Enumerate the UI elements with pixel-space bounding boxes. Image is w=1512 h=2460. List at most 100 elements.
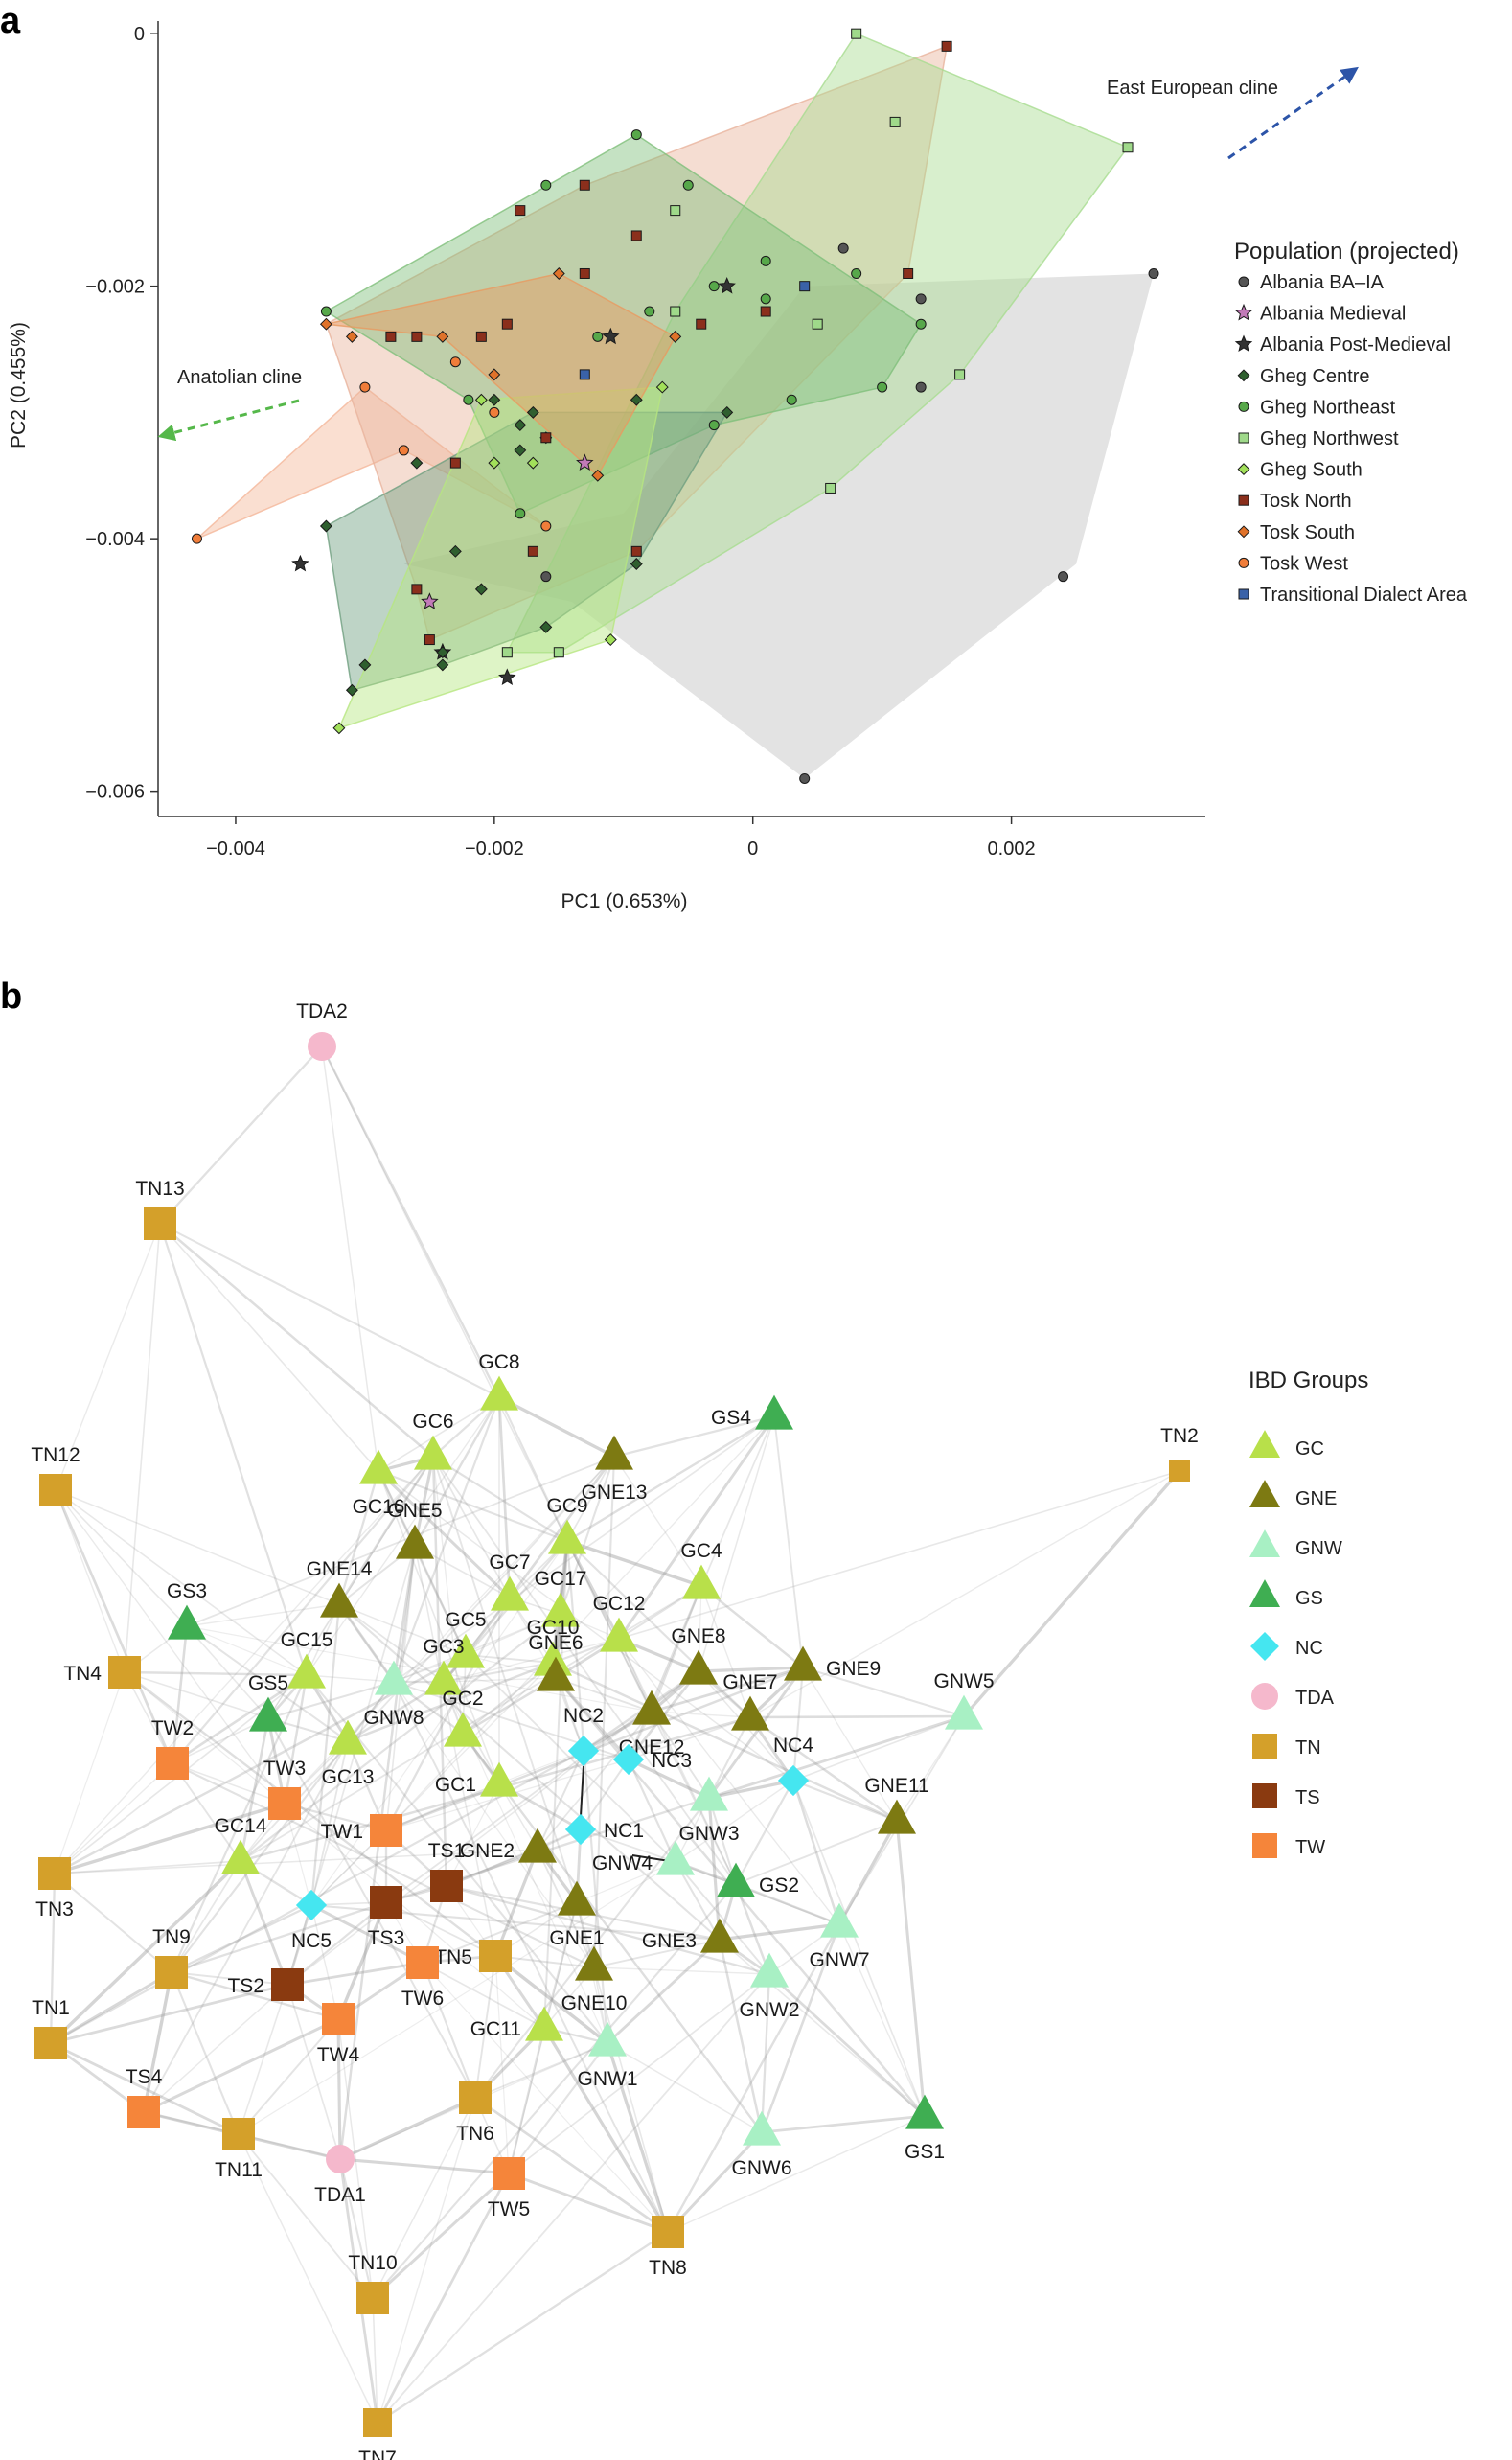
node-marker — [679, 1649, 718, 1685]
y-axis-label: PC2 (0.455%) — [8, 322, 30, 448]
network-edge — [143, 1984, 288, 2113]
x-axis-label: PC1 (0.653%) — [561, 890, 688, 912]
node-label: GC10 — [527, 1617, 580, 1639]
node-label: GC9 — [546, 1495, 587, 1517]
data-point — [837, 242, 849, 254]
node-marker — [784, 1645, 822, 1681]
network-edge — [618, 1638, 840, 1925]
series-gheg-northwest — [501, 28, 1134, 658]
network-edge — [792, 1779, 898, 1823]
data-point — [903, 267, 914, 279]
legend-marker-gheg-northwest — [1238, 432, 1249, 444]
hull-gheg-centre — [325, 411, 729, 692]
network-edge — [172, 1456, 434, 1764]
network-edge — [393, 1681, 669, 2233]
ibd-legend-item-tw: TW — [1295, 1837, 1325, 1858]
network-edge — [54, 1873, 172, 1973]
node-marker — [945, 1694, 983, 1730]
network-edge — [474, 2096, 669, 2234]
network-edge — [371, 2172, 511, 2300]
node-gc3: GC3 — [423, 1636, 465, 1695]
network-edge — [593, 1939, 721, 1968]
data-point — [411, 584, 423, 595]
network-edge — [310, 1904, 339, 2020]
node-gne9: GNE9 — [784, 1645, 881, 1681]
node-ts2: TS2 — [227, 1968, 304, 2001]
network-edge — [377, 2097, 476, 2424]
ibd-legend-marker-tn — [1252, 1734, 1277, 1759]
node-label: GC12 — [593, 1593, 646, 1615]
node-label: TN2 — [1160, 1425, 1199, 1447]
data-point — [718, 277, 736, 294]
network-edge — [555, 1677, 653, 1713]
data-point — [358, 658, 372, 672]
network-edge — [339, 2157, 510, 2175]
legend-item-gheg-northwest: Gheg Northwest — [1260, 428, 1399, 449]
network-edge — [432, 1456, 568, 1542]
node-ts1: TS1 — [428, 1840, 466, 1902]
network-edge — [566, 1414, 775, 1543]
network-edge — [378, 1470, 467, 1656]
network-edge — [283, 1674, 309, 1805]
network-edge — [171, 1860, 241, 1973]
node-label: GNW2 — [740, 1999, 800, 2021]
node-gc12: GC12 — [593, 1593, 646, 1652]
node-label: TDA1 — [314, 2184, 366, 2206]
node-label: GC15 — [281, 1629, 333, 1651]
x-tick-label: −0.002 — [465, 839, 524, 860]
network-edge — [310, 1540, 568, 1906]
network-edge — [749, 1714, 965, 1719]
ibd-legend-title: IBD Groups — [1249, 1368, 1368, 1393]
data-point — [579, 369, 590, 380]
node-label: TW4 — [317, 2044, 360, 2066]
node-label: TN13 — [135, 1178, 184, 1200]
legend-title: Population (projected) — [1234, 239, 1459, 264]
node-gc7: GC7 — [489, 1552, 531, 1611]
legend-item-gheg-northeast: Gheg Northeast — [1260, 397, 1396, 418]
node-label: TN5 — [434, 1946, 472, 1968]
node-label: TW3 — [263, 1758, 306, 1780]
node-gc14: GC14 — [215, 1815, 267, 1874]
network-edge — [719, 1939, 926, 2117]
network-edge — [392, 1545, 417, 1683]
node-label: GNW4 — [592, 1852, 653, 1874]
network-edge — [498, 1750, 584, 1784]
network-edge — [791, 1780, 841, 1925]
data-point — [1058, 571, 1069, 583]
network-edge — [124, 1671, 286, 1805]
node-marker — [731, 1695, 769, 1731]
node-gs3: GS3 — [167, 1580, 207, 1640]
node-label: TS1 — [428, 1840, 466, 1862]
node-gc1: GC1 — [435, 1761, 518, 1797]
network-edge — [385, 1782, 500, 1831]
series-albania-ba-ia — [540, 242, 1159, 784]
data-point — [488, 456, 501, 470]
data-point — [421, 592, 439, 609]
node-marker — [480, 1761, 518, 1797]
node-label: TN3 — [35, 1898, 74, 1920]
data-point — [799, 772, 811, 784]
data-point — [332, 722, 346, 735]
node-gs1: GS1 — [905, 2094, 945, 2163]
network-edge — [171, 1970, 339, 2021]
network-edge — [377, 2231, 669, 2424]
network-edge — [339, 2096, 476, 2161]
data-point — [889, 116, 901, 127]
network-edge — [666, 1923, 841, 2233]
network-edge — [310, 1740, 349, 1906]
node-marker — [156, 1747, 189, 1780]
data-point — [877, 381, 888, 393]
data-point — [474, 583, 488, 596]
network-edge — [336, 2018, 342, 2160]
node-gc4: GC4 — [680, 1540, 722, 1599]
node-label: GNW3 — [679, 1823, 740, 1845]
node-marker — [717, 1862, 755, 1897]
data-point — [449, 356, 461, 368]
node-label: GNE2 — [460, 1840, 515, 1862]
node-marker — [743, 2110, 781, 2146]
network-edge — [474, 1955, 496, 2099]
data-point — [540, 571, 552, 583]
node-marker — [750, 1952, 789, 1988]
data-point — [669, 330, 682, 343]
network-edge — [337, 2018, 374, 2299]
